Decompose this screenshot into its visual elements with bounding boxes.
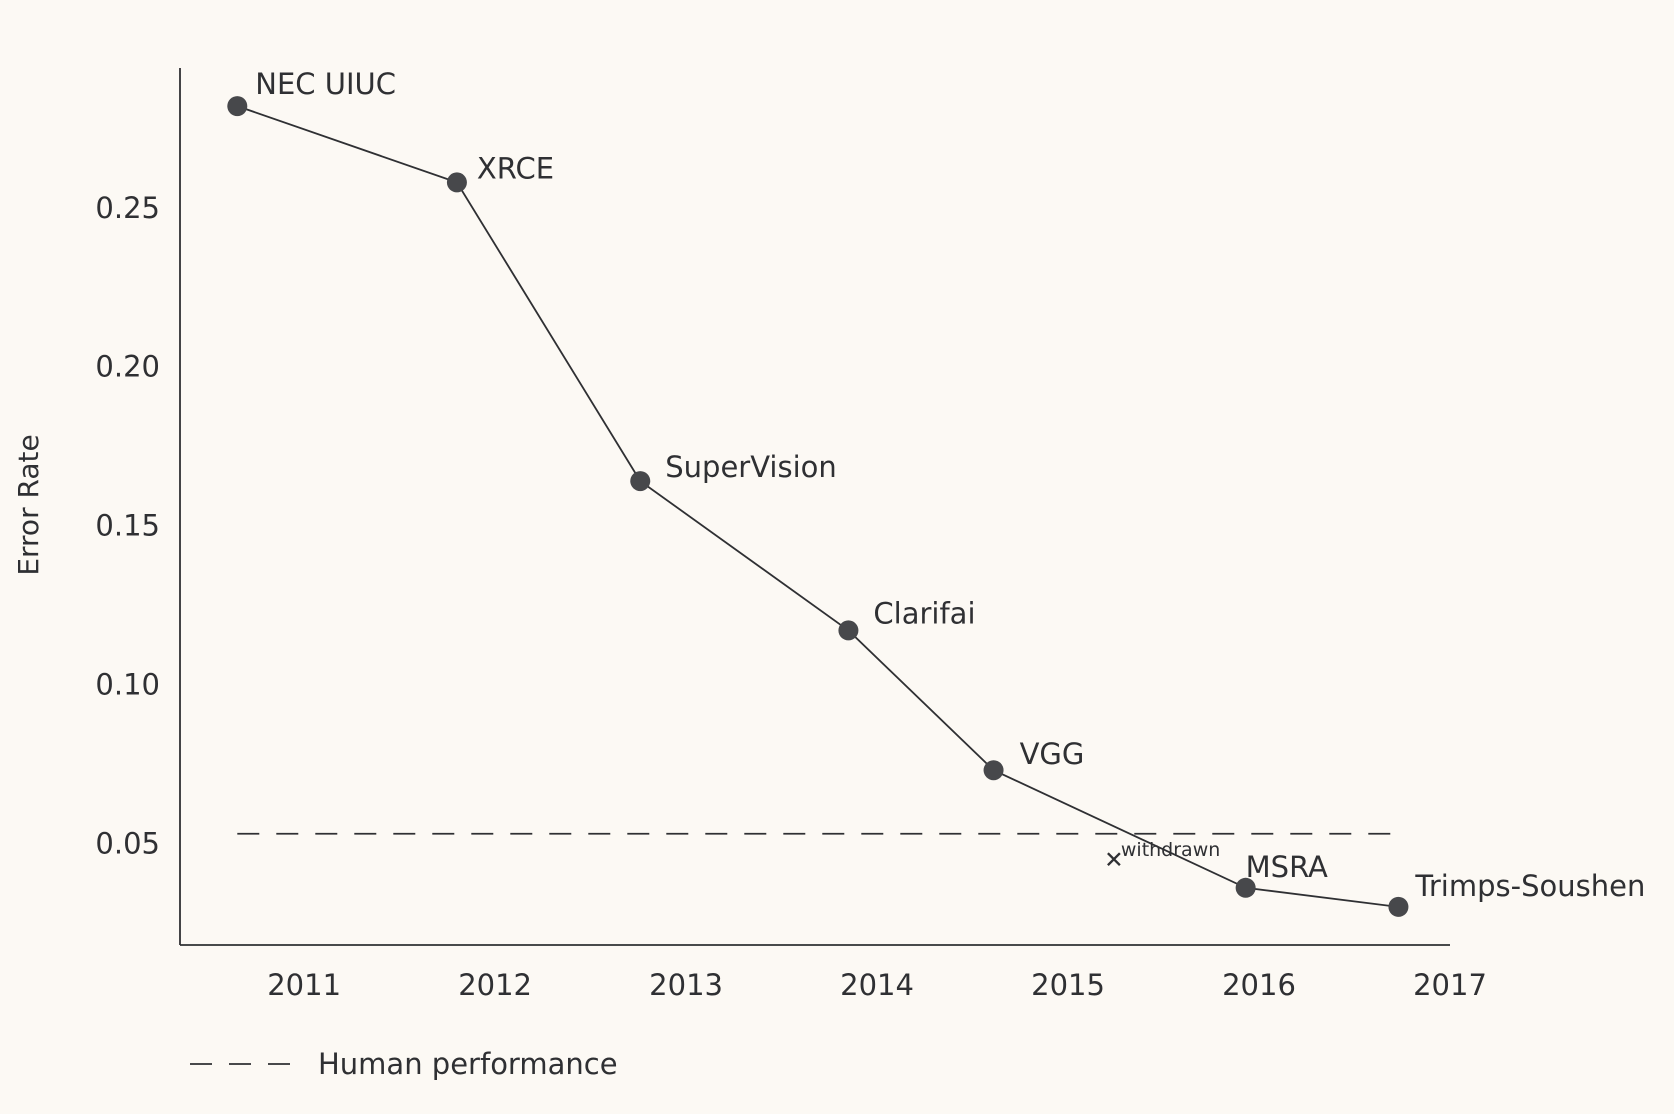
data-point-vgg xyxy=(983,760,1004,781)
x-tick-labels: 2011 2012 2013 2014 2015 2016 2017 xyxy=(267,968,1487,1002)
point-label-trimps-soushen: Trimps-Soushen xyxy=(1414,869,1645,903)
x-tick-label-2014: 2014 xyxy=(840,968,914,1002)
point-label-nec-uiuc: NEC UIUC xyxy=(255,67,396,101)
point-label-supervision: SuperVision xyxy=(665,450,837,484)
legend-label-human-performance: Human performance xyxy=(318,1047,618,1081)
x-tick-label-2012: 2012 xyxy=(458,968,532,1002)
point-label-msra: MSRA xyxy=(1246,850,1328,884)
point-label-vgg: VGG xyxy=(1020,737,1085,771)
legend: Human performance xyxy=(190,1047,618,1081)
y-tick-label-0-25: 0.25 xyxy=(95,191,160,225)
x-marker-stroke-2 xyxy=(1107,852,1121,867)
series-line-0 xyxy=(237,105,1399,908)
series-points xyxy=(227,96,1409,917)
y-tick-label-0-10: 0.10 xyxy=(95,667,160,701)
data-point-nec-uiuc xyxy=(227,96,248,117)
point-labels: NEC UIUC XRCE SuperVision Clarifai VGG MSRA Tr… xyxy=(255,67,1645,903)
x-tick-label-2016: 2016 xyxy=(1222,968,1296,1002)
annotation-label-withdrawn: withdrawn xyxy=(1121,839,1220,861)
x-tick-label-2015: 2015 xyxy=(1031,968,1105,1002)
y-tick-label-0-20: 0.20 xyxy=(95,350,160,384)
data-point-clarifai xyxy=(838,620,859,641)
data-point-xrce xyxy=(446,172,467,193)
x-tick-label-2013: 2013 xyxy=(649,968,723,1002)
y-tick-label-0-05: 0.05 xyxy=(95,826,160,860)
point-label-xrce: XRCE xyxy=(477,151,554,185)
axes xyxy=(179,68,1450,946)
y-tick-label-0-15: 0.15 xyxy=(95,509,160,543)
x-tick-label-2017: 2017 xyxy=(1413,968,1487,1002)
data-point-supervision xyxy=(630,471,651,492)
withdrawn-x-marker xyxy=(1107,852,1121,867)
x-tick-label-2011: 2011 xyxy=(267,968,341,1002)
point-label-clarifai: Clarifai xyxy=(873,596,975,630)
y-tick-labels: 0.05 0.10 0.15 0.20 0.25 xyxy=(95,191,160,861)
annotations: withdrawn xyxy=(1107,839,1220,867)
data-point-msra xyxy=(1235,877,1256,898)
series-lines xyxy=(237,105,1399,908)
y-axis-title: Error Rate xyxy=(12,434,45,575)
data-point-trimps-soushen xyxy=(1388,896,1409,917)
